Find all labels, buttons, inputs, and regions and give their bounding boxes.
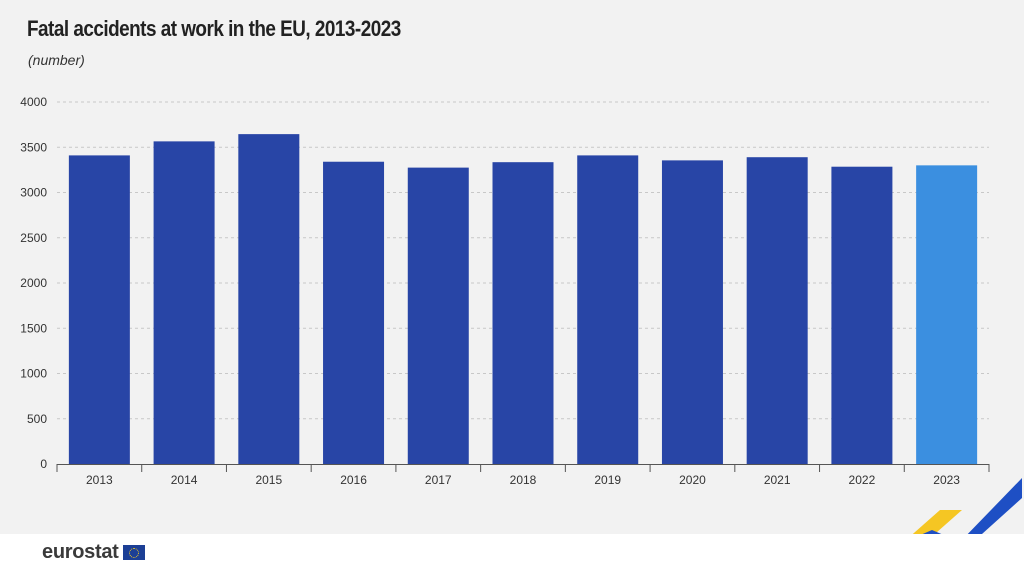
eu-flag-icon <box>122 545 145 560</box>
bar-2014 <box>153 141 215 464</box>
bars <box>68 134 978 465</box>
y-tick-label: 2000 <box>20 276 47 290</box>
x-tick-label: 2021 <box>764 473 791 487</box>
x-tick-label: 2015 <box>255 473 282 487</box>
y-tick-label: 2500 <box>20 231 47 245</box>
y-tick-label: 0 <box>40 457 47 471</box>
bar-2013 <box>68 155 130 464</box>
x-tick-label: 2014 <box>171 473 198 487</box>
eurostat-logo: eurostat <box>42 541 145 564</box>
y-tick-label: 500 <box>27 412 47 426</box>
bar-2019 <box>577 155 639 464</box>
y-tick-label: 4000 <box>20 95 47 109</box>
x-tick-label: 2022 <box>849 473 876 487</box>
x-tick-label: 2020 <box>679 473 706 487</box>
y-tick-label: 1000 <box>20 367 47 381</box>
footer-bar <box>0 534 1024 576</box>
bar-2017 <box>407 167 469 465</box>
x-tick-label: 2013 <box>86 473 113 487</box>
bar-2016 <box>323 161 385 465</box>
x-tick-label: 2018 <box>510 473 537 487</box>
bar-2021 <box>746 157 808 464</box>
x-tick-label: 2017 <box>425 473 452 487</box>
x-tick-label: 2016 <box>340 473 367 487</box>
x-tick-labels: 2013 2014 2015 2016 2017 2018 2019 2020 2021 2022… <box>86 473 960 487</box>
y-tick-labels: 0 500 1000 1500 2000 2500 3000 3500 4000 <box>20 95 47 471</box>
x-tick-label: 2019 <box>594 473 621 487</box>
y-tick-label: 1500 <box>20 321 47 335</box>
chart-subtitle: (number) <box>28 52 85 68</box>
bar-2015 <box>238 134 300 464</box>
x-axis <box>56 464 990 472</box>
bar-2023 <box>916 165 978 464</box>
bar-2020 <box>661 160 723 464</box>
bar-2022 <box>831 166 893 464</box>
y-tick-label: 3000 <box>20 186 47 200</box>
chart-title: Fatal accidents at work in the EU, 2013-… <box>27 16 401 41</box>
logo-text: eurostat <box>42 541 119 563</box>
y-tick-label: 3500 <box>20 140 47 154</box>
x-tick-label: 2023 <box>933 473 960 487</box>
bar-2018 <box>492 162 554 464</box>
